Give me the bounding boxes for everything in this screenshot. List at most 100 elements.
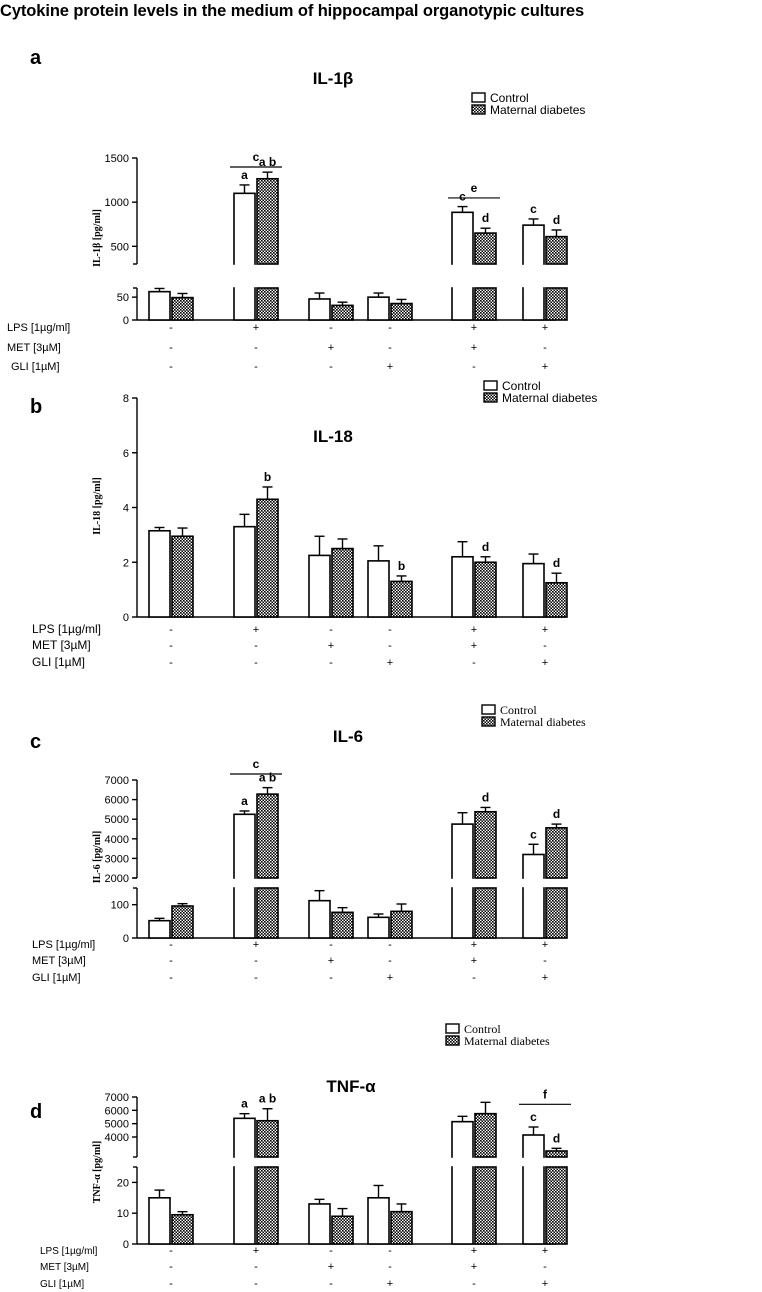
bar-control-6-lower xyxy=(522,1166,545,1245)
treatment-label: LPS [1µg/ml] xyxy=(40,1246,98,1257)
bracket-label: e xyxy=(471,181,478,195)
y-tick-label: 50 xyxy=(117,292,129,304)
y-tick-label: 6 xyxy=(123,448,129,460)
bar-control-6-lower xyxy=(522,887,545,939)
treatment-label: GLI [1µM] xyxy=(40,1279,84,1290)
bar-diabetes-1 xyxy=(171,296,194,321)
treatment-sign: - xyxy=(169,1261,173,1273)
bar-diabetes-4 xyxy=(390,302,413,321)
treatment-sign: + xyxy=(387,1278,393,1290)
legend-label-diabetes: Maternal diabetes xyxy=(490,103,585,117)
y-tick-label: 1500 xyxy=(105,153,129,165)
bar-control-6 xyxy=(522,224,545,265)
treatment-label: GLI [1µM] xyxy=(32,972,81,984)
significance-label: d xyxy=(553,213,560,227)
legend-swatch-control xyxy=(445,1023,460,1034)
treatment-sign: + xyxy=(328,640,334,652)
bar-control-1 xyxy=(148,919,171,939)
significance-label: c xyxy=(459,190,466,204)
y-tick-label: 4000 xyxy=(105,834,129,846)
bar-diabetes-4 xyxy=(390,1210,413,1245)
bar-diabetes-5-lower xyxy=(474,887,497,939)
y-tick-label: 7000 xyxy=(105,775,129,787)
treatment-sign: + xyxy=(253,624,259,636)
treatment-sign: - xyxy=(169,322,173,334)
legend-label-diabetes: Maternal diabetes xyxy=(502,391,597,405)
bar-control-3 xyxy=(308,298,331,321)
y-tick-label: 20 xyxy=(117,1177,129,1189)
legend-swatch-diabetes xyxy=(445,1035,460,1046)
treatment-sign: - xyxy=(254,955,258,967)
legend-swatch-diabetes xyxy=(471,104,486,115)
y-tick-label: 6000 xyxy=(105,1105,129,1117)
panel-title: TNF-α xyxy=(326,1077,376,1096)
treatment-sign: + xyxy=(542,1278,548,1290)
treatment-sign: + xyxy=(471,939,477,951)
treatment-sign: + xyxy=(542,972,548,984)
bar-diabetes-5 xyxy=(474,561,497,618)
treatment-sign: - xyxy=(169,1245,173,1257)
bar-diabetes-6 xyxy=(545,827,568,879)
treatment-sign: - xyxy=(254,1278,258,1290)
bracket-label: c xyxy=(253,150,260,164)
legend-label-control: Control xyxy=(490,91,529,105)
bar-control-6 xyxy=(522,853,545,879)
treatment-sign: - xyxy=(169,1278,173,1290)
bracket-label: c xyxy=(253,757,260,771)
treatment-sign: + xyxy=(471,1245,477,1257)
y-tick-label: 7000 xyxy=(105,1092,129,1104)
bar-diabetes-3 xyxy=(331,547,354,618)
treatment-sign: - xyxy=(388,1245,392,1257)
treatment-label: MET [3µM] xyxy=(32,955,86,967)
treatment-sign: - xyxy=(169,624,173,636)
treatment-sign: - xyxy=(254,657,258,669)
bar-control-2 xyxy=(233,1117,256,1158)
treatment-sign: - xyxy=(388,939,392,951)
treatment-sign: - xyxy=(388,342,392,354)
treatment-sign: - xyxy=(254,972,258,984)
significance-label: d xyxy=(482,211,489,225)
bar-diabetes-2-lower xyxy=(256,887,279,939)
bar-control-3 xyxy=(308,899,331,939)
bar-control-5 xyxy=(451,823,474,879)
significance-label: a b xyxy=(259,1092,276,1106)
y-tick-label: 0 xyxy=(123,315,129,327)
bar-diabetes-4 xyxy=(390,910,413,939)
bar-diabetes-3 xyxy=(331,1215,354,1245)
treatment-sign: - xyxy=(329,624,333,636)
bar-diabetes-5-lower xyxy=(474,1166,497,1245)
significance-label: d xyxy=(553,556,560,570)
significance-label: c xyxy=(530,202,537,216)
bar-control-5 xyxy=(451,211,474,265)
legend-label-control: Control xyxy=(500,703,537,717)
y-tick-label: 0 xyxy=(123,612,129,624)
bar-diabetes-1 xyxy=(171,1213,194,1245)
significance-label: d xyxy=(553,807,560,821)
treatment-label: LPS [1µg/ml] xyxy=(32,622,101,636)
y-axis-title: TNF-α [pg/ml] xyxy=(92,1141,103,1204)
treatment-sign: - xyxy=(472,361,476,373)
legend-swatch-control xyxy=(483,380,498,391)
treatment-sign: - xyxy=(329,1278,333,1290)
treatment-label: MET [3µM] xyxy=(32,638,91,652)
bar-control-2-lower xyxy=(233,887,256,939)
y-axis-title: IL-6 [pg/ml] xyxy=(92,831,103,884)
treatment-sign: + xyxy=(542,361,548,373)
treatment-sign: + xyxy=(253,939,259,951)
treatment-sign: - xyxy=(169,640,173,652)
significance-label: c xyxy=(530,1110,537,1124)
treatment-label: MET [3µM] xyxy=(7,342,61,354)
figure-title: Cytokine protein levels in the medium of… xyxy=(0,2,585,20)
treatment-sign: - xyxy=(329,972,333,984)
bar-control-3 xyxy=(308,1203,331,1245)
treatment-sign: + xyxy=(471,624,477,636)
treatment-sign: + xyxy=(471,955,477,967)
significance-label: d xyxy=(482,540,489,554)
bar-diabetes-3 xyxy=(331,304,354,321)
significance-label: d xyxy=(553,1131,560,1145)
treatment-sign: + xyxy=(542,657,548,669)
treatment-label: GLI [1µM] xyxy=(11,361,60,373)
bracket-label: f xyxy=(543,1087,548,1101)
bar-diabetes-2-lower xyxy=(256,287,279,321)
y-tick-label: 8 xyxy=(123,393,129,405)
